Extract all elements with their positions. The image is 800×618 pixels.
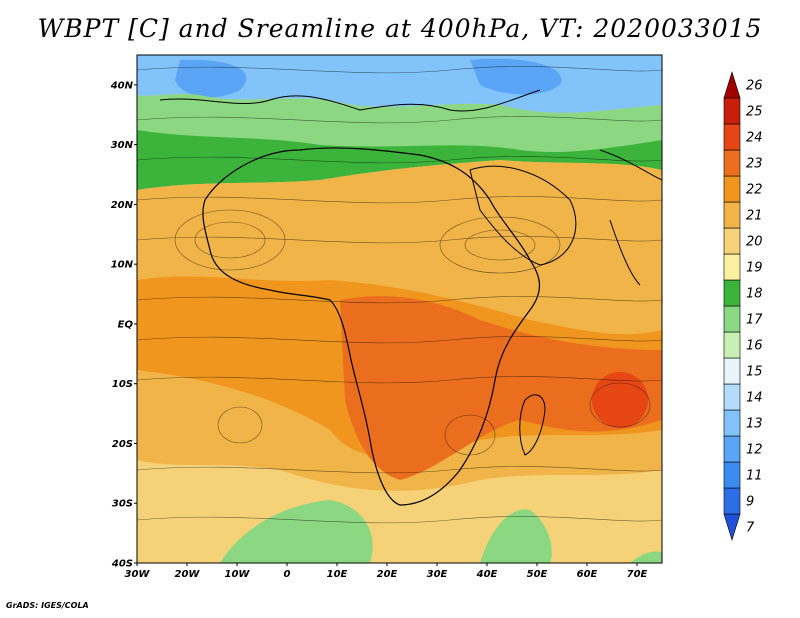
colorbar-segment	[723, 253, 741, 281]
lon-label: 30W	[125, 569, 151, 580]
lat-label: 40N	[110, 80, 134, 91]
colorbar-segment	[723, 513, 741, 542]
colorbar-segment	[723, 331, 741, 359]
colorbar-segment	[723, 201, 741, 229]
colorbar-label: 21	[746, 209, 763, 224]
arabia-coastline	[469, 165, 577, 266]
india-coastline	[599, 149, 662, 286]
colorbar-label: 18	[746, 287, 763, 302]
lat-label: 40S	[111, 559, 133, 570]
lat-label: 20S	[112, 439, 133, 450]
colorbar-segment	[723, 487, 741, 515]
colorbar-label: 15	[746, 365, 763, 380]
colorbar-segment	[723, 461, 741, 489]
map-panel	[137, 55, 662, 563]
colorbar-label: 19	[746, 261, 763, 276]
colorbar-segment	[723, 357, 741, 385]
colorbar-label: 11	[746, 469, 763, 484]
colorbar-segment	[723, 409, 741, 437]
colorbar-label: 26	[746, 79, 763, 94]
colorbar-label: 17	[746, 313, 763, 328]
europe-coastline	[159, 89, 541, 112]
colorbar-label: 14	[746, 391, 763, 406]
grads-credit: GrADS: IGES/COLA	[6, 601, 89, 610]
colorbar-segment	[723, 123, 741, 151]
lon-label: 60E	[577, 569, 598, 580]
lat-label: 10S	[112, 379, 133, 390]
colorbar-label: 20	[746, 235, 763, 250]
wbpt-field-green-south	[220, 500, 373, 563]
colorbar: 7 9 11 12 13 14 15 16 17 18 19 20 21 22 23 24 25 26	[723, 70, 763, 542]
lon-label: 40E	[476, 569, 498, 580]
colorbar-segment	[723, 227, 741, 255]
colorbar-segment	[723, 279, 741, 307]
colorbar-segment	[723, 305, 741, 333]
colorbar-label: 24	[746, 131, 763, 146]
lat-label: 10N	[111, 260, 134, 271]
lat-label: 30S	[112, 499, 133, 510]
lon-label: 0	[284, 569, 291, 580]
latitude-labels: 40N 30N 20N 10N EQ 10S 20S 30S 40S	[110, 80, 137, 570]
colorbar-label: 9	[746, 495, 754, 510]
lat-label: 30N	[111, 140, 134, 151]
africa-coastline	[202, 147, 540, 506]
lon-label: 20W	[175, 569, 201, 580]
map-frame	[136, 54, 663, 564]
streamlines	[137, 66, 662, 524]
colorbar-label: 7	[746, 521, 755, 536]
colorbar-label: 22	[746, 183, 763, 198]
lat-label: EQ	[118, 319, 134, 330]
lon-label: 20E	[377, 569, 398, 580]
colorbar-label: 12	[746, 443, 763, 458]
lat-label: 20N	[111, 200, 134, 211]
colorbar-label: 23	[746, 157, 763, 172]
lon-label: 30E	[427, 569, 448, 580]
colorbar-label: 16	[746, 339, 763, 354]
colorbar-segment	[723, 435, 741, 463]
colorbar-label: 25	[746, 105, 763, 120]
madagascar-coastline	[519, 394, 546, 456]
colorbar-segment	[723, 70, 741, 99]
colorbar-segment	[723, 175, 741, 203]
colorbar-segment	[723, 97, 741, 125]
lon-label: 70E	[627, 569, 648, 580]
lon-label: 10W	[225, 569, 251, 580]
colorbar-segment	[723, 149, 741, 177]
colorbar-segment	[723, 383, 741, 411]
lon-label: 50E	[527, 569, 548, 580]
map-title: WBPT [C] and Sreamline at 400hPa, VT: 20…	[37, 14, 763, 43]
colorbar-label: 13	[746, 417, 763, 432]
lon-label: 10E	[327, 569, 348, 580]
longitude-labels: 30W 20W 10W 0 10E 20E 30E 40E 50E 60E 70E	[125, 563, 648, 580]
